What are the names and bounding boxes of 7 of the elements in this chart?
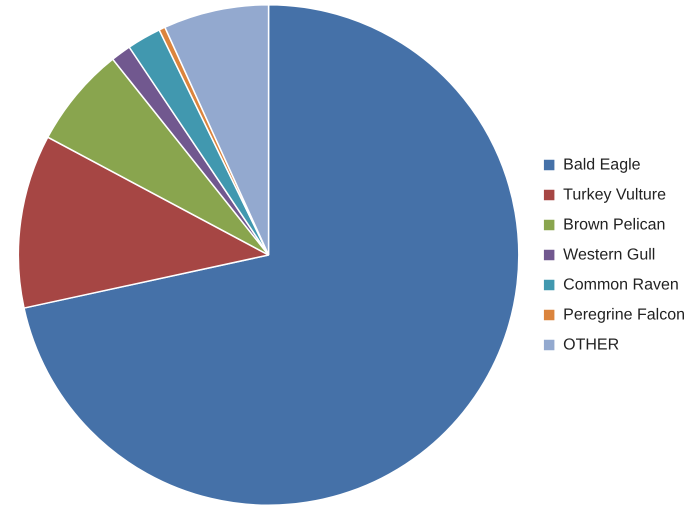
legend-label: Western Gull: [563, 246, 656, 264]
legend-label: Peregrine Falcon: [563, 306, 685, 324]
legend-label: Turkey Vulture: [563, 186, 666, 204]
legend-label: Brown Pelican: [563, 216, 666, 234]
legend-label: OTHER: [563, 336, 620, 354]
legend-label: Bald Eagle: [563, 156, 641, 174]
legend-label: Common Raven: [563, 276, 679, 294]
